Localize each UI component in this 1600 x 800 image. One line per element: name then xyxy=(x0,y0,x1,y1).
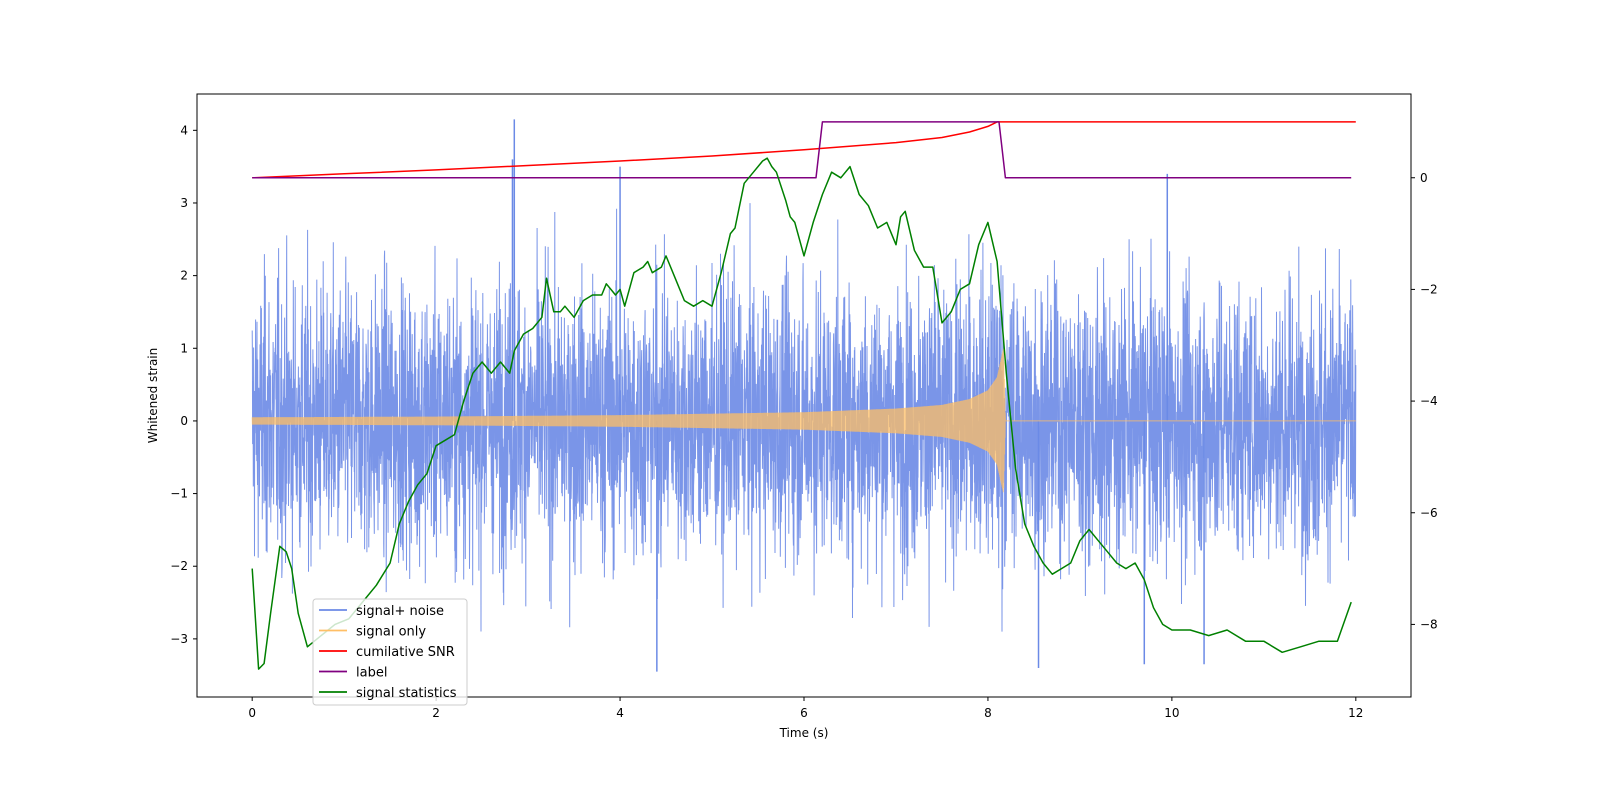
y-tick-label: −3 xyxy=(170,632,188,646)
y2-tick-label: 0 xyxy=(1420,171,1428,185)
y-tick-label: 1 xyxy=(180,341,188,355)
plot-area xyxy=(251,119,1357,672)
y-tick-label: −2 xyxy=(170,559,188,573)
series-line-signal-only xyxy=(251,348,1356,493)
legend-entry-label: signal statistics xyxy=(356,686,457,701)
legend: signal+ noise signal only cumilative SNR la… xyxy=(312,598,468,706)
x-axis: 0 2 4 6 8 10 12 xyxy=(248,697,1363,720)
series-line-label xyxy=(252,121,1352,179)
x-tick-label: 0 xyxy=(248,706,256,720)
legend-entry-label: signal+ noise xyxy=(356,604,444,619)
y2-tick-label: −4 xyxy=(1420,394,1438,408)
series-line-signal-statistics xyxy=(251,157,1352,670)
y-tick-label: 4 xyxy=(180,123,188,137)
legend-entry-label: signal only xyxy=(356,625,426,640)
y-axis-left: −3 −2 −1 0 1 2 3 4 xyxy=(170,123,197,646)
y2-tick-label: −6 xyxy=(1420,506,1438,520)
x-tick-label: 10 xyxy=(1164,706,1179,720)
x-tick-label: 6 xyxy=(800,706,808,720)
y-axis-label: Whitened strain xyxy=(146,348,160,444)
y-tick-label: 2 xyxy=(180,269,188,283)
legend-entry-label: label xyxy=(356,666,387,681)
series-line-signal-noise xyxy=(251,203,1357,632)
x-tick-label: 12 xyxy=(1348,706,1363,720)
legend-entry-label: cumilative SNR xyxy=(356,645,455,660)
series-line-cumulative-snr xyxy=(252,121,1356,179)
x-tick-label: 8 xyxy=(984,706,992,720)
x-tick-label: 4 xyxy=(616,706,624,720)
legend-box xyxy=(312,598,468,706)
y-axis-right: 0 −2 −4 −6 −8 xyxy=(1411,171,1438,631)
y-tick-label: 0 xyxy=(180,414,188,428)
x-axis-label: Time (s) xyxy=(779,726,829,740)
x-tick-label: 2 xyxy=(432,706,440,720)
y-tick-label: −1 xyxy=(170,487,188,501)
y2-tick-label: −2 xyxy=(1420,282,1438,296)
y-tick-label: 3 xyxy=(180,196,188,210)
y2-tick-label: −8 xyxy=(1420,617,1438,631)
